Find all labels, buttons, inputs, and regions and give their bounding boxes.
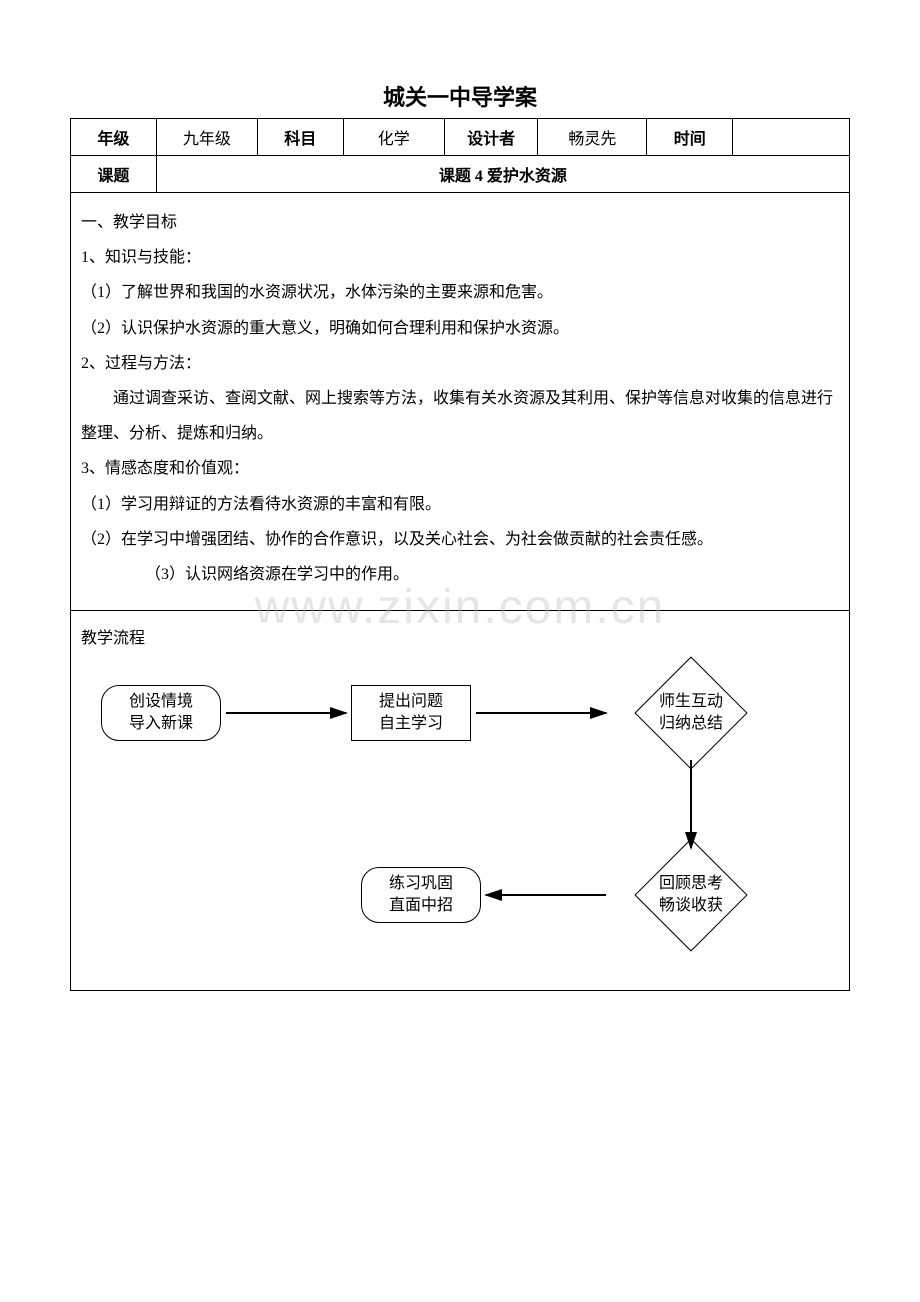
designer-value: 畅灵先 bbox=[538, 119, 647, 156]
flowchart: 创设情境导入新课 提出问题自主学习 师生互动归纳总结 回顾思考畅谈收获 练习巩固… bbox=[81, 665, 839, 965]
flow-node-interact: 师生互动归纳总结 bbox=[611, 668, 771, 758]
flow-node-intro: 创设情境导入新课 bbox=[101, 685, 221, 741]
n2-l2: 自主学习 bbox=[379, 715, 443, 732]
n4-l1: 回顾思考 bbox=[659, 875, 723, 892]
flow-node-question: 提出问题自主学习 bbox=[351, 685, 471, 741]
topic-label: 课题 bbox=[71, 156, 157, 193]
attitude-p3: （3）认识网络资源在学习中的作用。 bbox=[81, 557, 839, 592]
attitude-p1: （1）学习用辩证的方法看待水资源的丰富和有限。 bbox=[81, 487, 839, 522]
n5-l2: 直面中招 bbox=[389, 897, 453, 914]
n4-l2: 畅谈收获 bbox=[659, 897, 723, 914]
grade-label: 年级 bbox=[71, 119, 157, 156]
time-label: 时间 bbox=[647, 119, 733, 156]
time-value bbox=[733, 119, 850, 156]
objectives-section: 一、教学目标 1、知识与技能： （1）了解世界和我国的水资源状况，水体污染的主要… bbox=[70, 193, 850, 611]
skill-p1: （1）了解世界和我国的水资源状况，水体污染的主要来源和危害。 bbox=[81, 275, 839, 310]
flow-heading: 教学流程 bbox=[81, 623, 839, 655]
n3-l2: 归纳总结 bbox=[659, 715, 723, 732]
method-title: 2、过程与方法： bbox=[81, 346, 839, 381]
designer-label: 设计者 bbox=[444, 119, 537, 156]
n1-l2: 导入新课 bbox=[129, 715, 193, 732]
skill-p2: （2）认识保护水资源的重大意义，明确如何合理利用和保护水资源。 bbox=[81, 311, 839, 346]
n1-l1: 创设情境 bbox=[129, 693, 193, 710]
method-p1: 通过调查采访、查阅文献、网上搜索等方法，收集有关水资源及其利用、保护等信息对收集… bbox=[81, 381, 839, 451]
header-table: 年级 九年级 科目 化学 设计者 畅灵先 时间 课题 课题 4 爱护水资源 bbox=[70, 118, 850, 193]
page-title: 城关一中导学案 bbox=[70, 80, 850, 112]
attitude-p2: （2）在学习中增强团结、协作的合作意识，以及关心社会、为社会做贡献的社会责任感。 bbox=[81, 522, 839, 557]
flow-node-review: 回顾思考畅谈收获 bbox=[611, 850, 771, 940]
header-row-topic: 课题 课题 4 爱护水资源 bbox=[71, 156, 850, 193]
header-row-meta: 年级 九年级 科目 化学 设计者 畅灵先 时间 bbox=[71, 119, 850, 156]
skill-title: 1、知识与技能： bbox=[81, 240, 839, 275]
attitude-title: 3、情感态度和价值观： bbox=[81, 451, 839, 486]
objectives-heading: 一、教学目标 bbox=[81, 205, 839, 240]
flow-section: 教学流程 创设情境导入新课 提出问题自主学习 师生互动归纳总结 回顾思考畅谈收获… bbox=[70, 611, 850, 991]
grade-value: 九年级 bbox=[156, 119, 257, 156]
topic-value: 课题 4 爱护水资源 bbox=[156, 156, 849, 193]
subject-value: 化学 bbox=[343, 119, 444, 156]
n5-l1: 练习巩固 bbox=[389, 875, 453, 892]
n2-l1: 提出问题 bbox=[379, 693, 443, 710]
n3-l1: 师生互动 bbox=[659, 693, 723, 710]
flow-node-practice: 练习巩固直面中招 bbox=[361, 867, 481, 923]
subject-label: 科目 bbox=[257, 119, 343, 156]
